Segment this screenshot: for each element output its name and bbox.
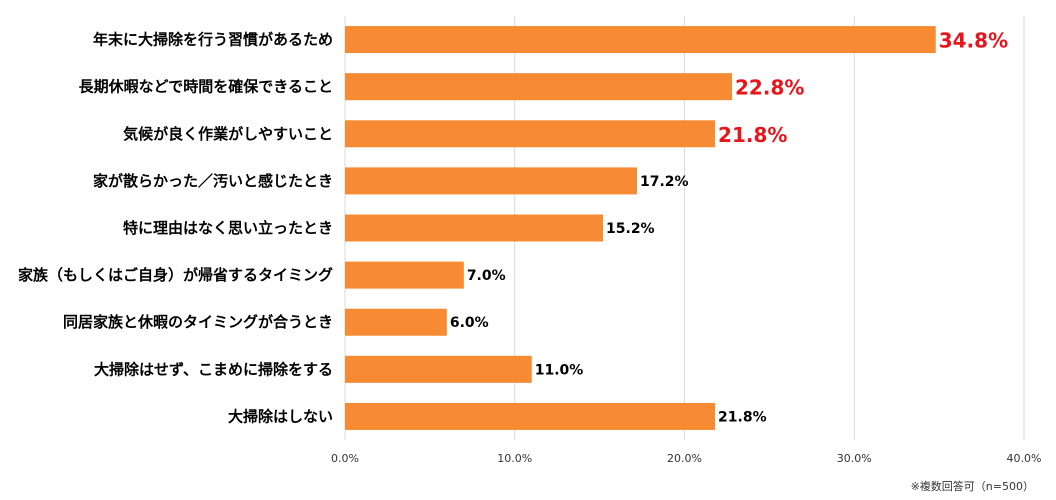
x-tick-label: 0.0%	[331, 452, 359, 465]
x-tick-label: 20.0%	[667, 452, 702, 465]
data-label: 6.0%	[450, 315, 489, 331]
category-label: 同居家族と休暇のタイミングが合うとき	[63, 313, 333, 331]
footnote: ※複数回答可（n=500）	[910, 480, 1034, 493]
data-label: 17.2%	[640, 174, 689, 190]
category-label: 大掃除はしない	[228, 407, 333, 425]
bar	[345, 402, 716, 430]
x-tick-label: 30.0%	[837, 452, 872, 465]
bar	[345, 120, 716, 148]
category-label: 気候が良く作業がしやすいこと	[123, 125, 333, 143]
category-label: 年末に大掃除を行う習慣があるため	[93, 31, 333, 49]
category-label: 家族（もしくはご自身）が帰省するタイミング	[18, 266, 333, 284]
data-label: 11.0%	[535, 362, 584, 378]
data-label: 22.8%	[735, 76, 804, 100]
x-tick-label: 40.0%	[1007, 452, 1042, 465]
bar	[345, 355, 532, 383]
bar	[345, 261, 464, 289]
category-label: 長期休暇などで時間を確保できること	[79, 78, 333, 96]
bar	[345, 73, 733, 101]
data-label: 15.2%	[606, 221, 655, 237]
bar	[345, 214, 604, 242]
data-label: 21.8%	[718, 123, 787, 147]
category-label: 特に理由はなく思い立ったとき	[123, 219, 333, 237]
bar	[345, 167, 637, 195]
data-label: 34.8%	[939, 29, 1008, 53]
bar	[345, 308, 447, 336]
x-tick-label: 10.0%	[497, 452, 532, 465]
bar	[345, 26, 936, 54]
data-label: 21.8%	[718, 409, 767, 425]
data-label: 7.0%	[467, 268, 506, 284]
category-label: 大掃除はせず、こまめに掃除をする	[94, 360, 333, 378]
category-label: 家が散らかった／汚いと感じたとき	[93, 172, 333, 190]
